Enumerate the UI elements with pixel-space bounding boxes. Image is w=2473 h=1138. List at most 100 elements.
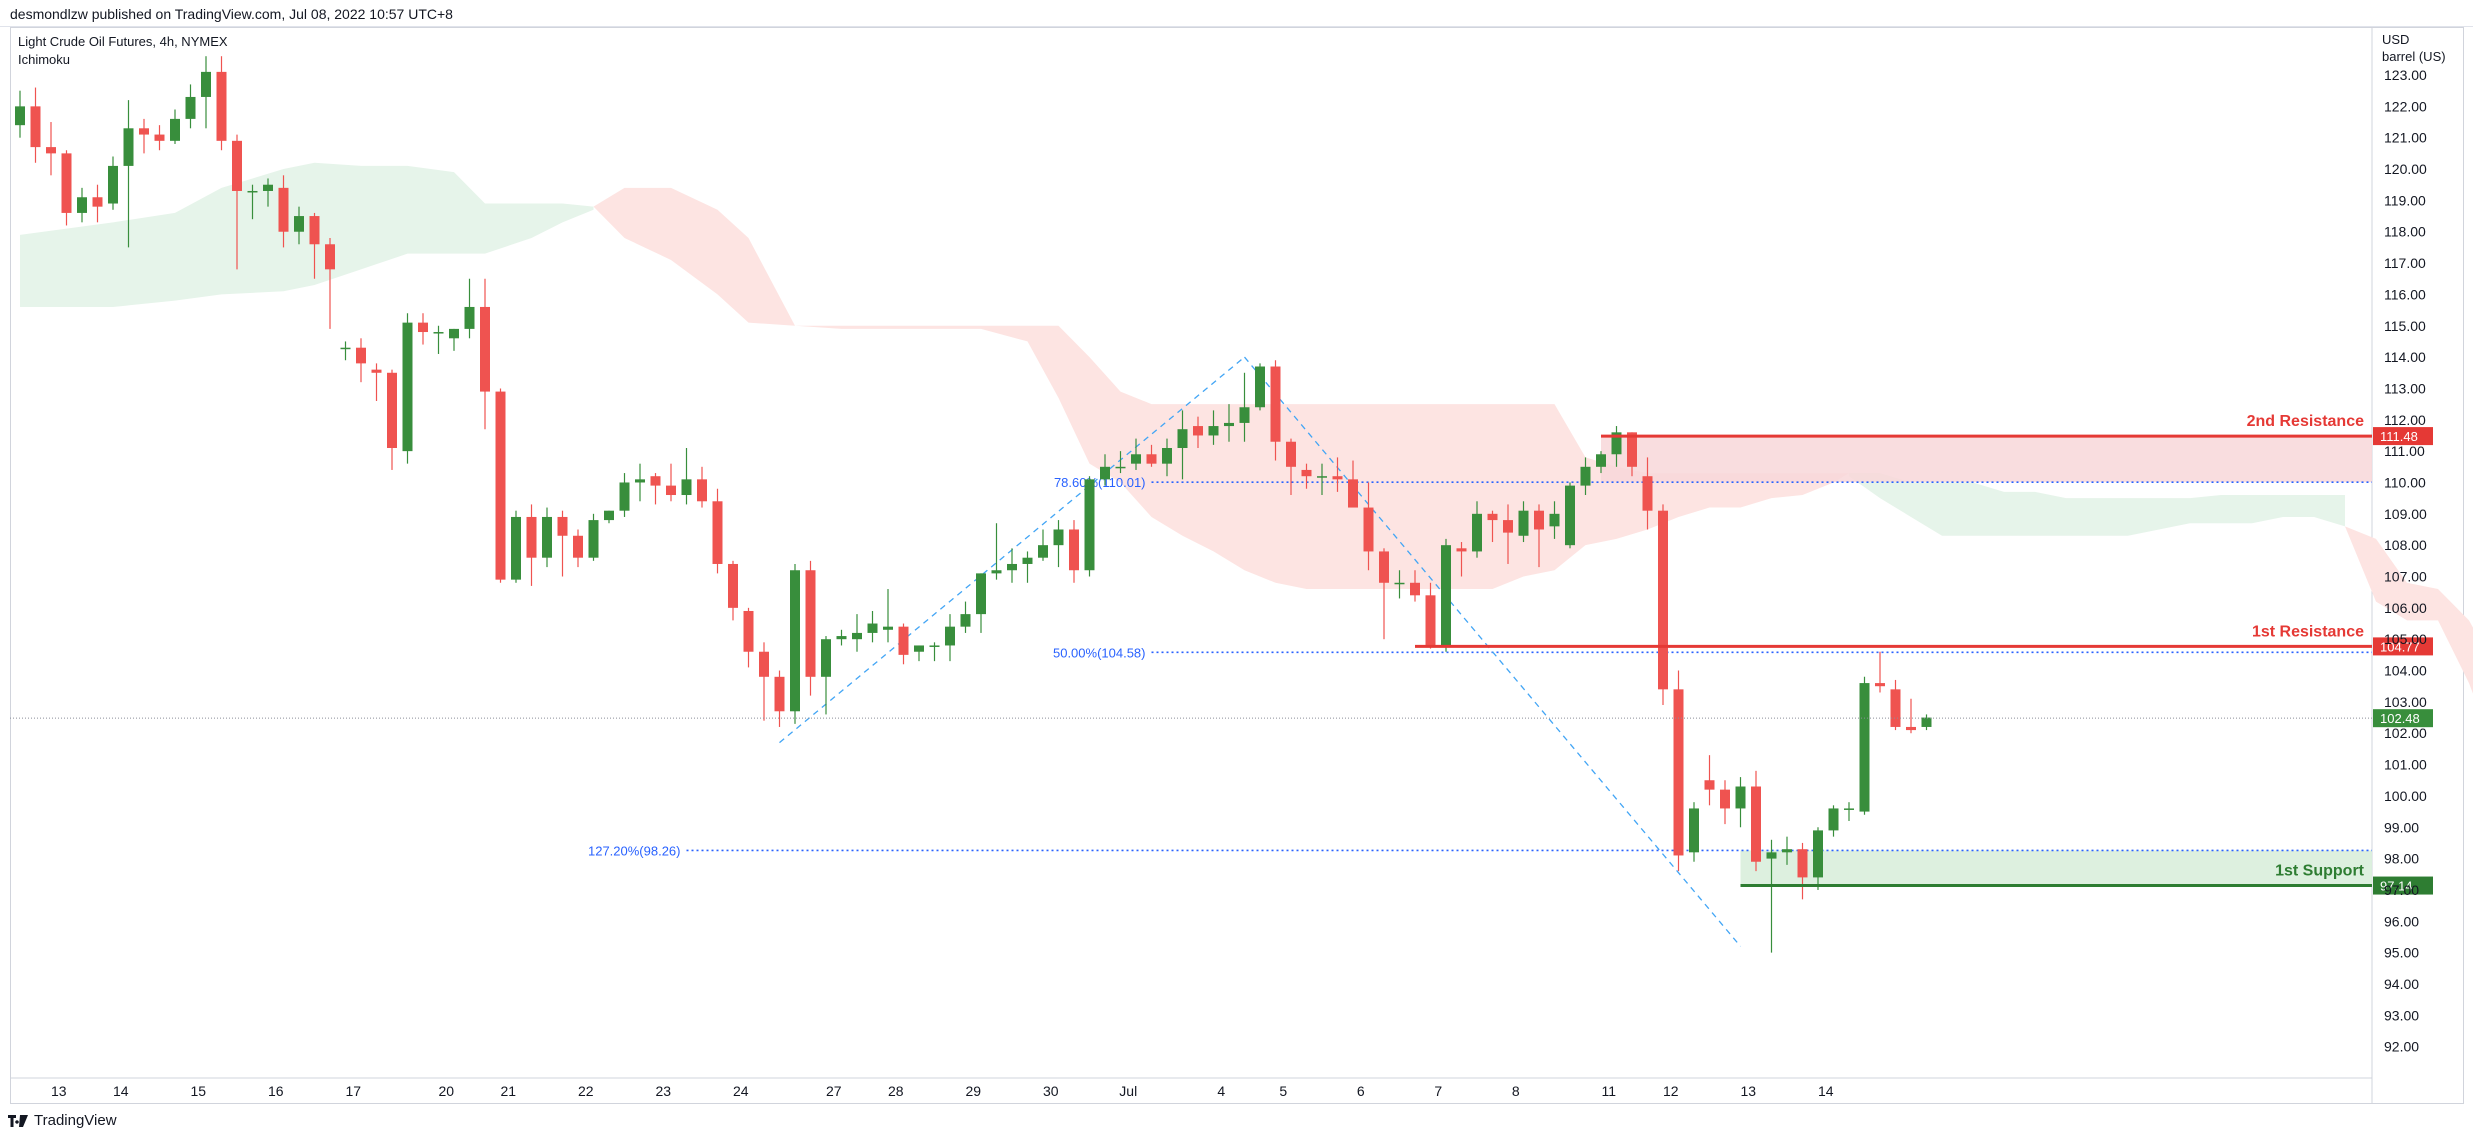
candle-body[interactable] <box>294 216 304 232</box>
candle-body[interactable] <box>356 347 366 364</box>
brand-name[interactable]: TradingView <box>34 1112 117 1129</box>
candle-body[interactable] <box>1565 485 1575 546</box>
candle-body[interactable] <box>108 165 118 204</box>
candle-body[interactable] <box>201 71 211 97</box>
candle-body[interactable] <box>449 328 459 339</box>
candle-body[interactable] <box>883 626 893 630</box>
candle-body[interactable] <box>712 501 723 564</box>
candle-body[interactable] <box>1720 789 1730 809</box>
candle-body[interactable] <box>1642 476 1653 511</box>
candle-body[interactable] <box>1007 563 1017 571</box>
candle-body[interactable] <box>170 118 180 141</box>
candle-body[interactable] <box>1658 510 1668 690</box>
candle-body[interactable] <box>15 106 25 126</box>
candle-body[interactable] <box>30 106 41 148</box>
candle-body[interactable] <box>185 96 196 119</box>
candle-body[interactable] <box>1503 520 1513 533</box>
candle-body[interactable] <box>371 369 382 373</box>
candle-body[interactable] <box>1766 852 1777 859</box>
candle-body[interactable] <box>1673 689 1684 856</box>
indicator-label[interactable]: Ichimoku <box>18 52 71 67</box>
candle-body[interactable] <box>1828 808 1839 831</box>
candle-body[interactable] <box>867 623 878 633</box>
candle-body[interactable] <box>588 520 599 558</box>
candle-body[interactable] <box>216 71 227 141</box>
candle-body[interactable] <box>557 516 568 536</box>
candle-body[interactable] <box>1131 454 1141 464</box>
candle-body[interactable] <box>1472 513 1482 552</box>
candle-body[interactable] <box>1627 432 1637 467</box>
candle-body[interactable] <box>1596 454 1606 467</box>
candle-body[interactable] <box>1425 595 1436 646</box>
candle-body[interactable] <box>1100 466 1110 480</box>
candle-body[interactable] <box>619 482 630 511</box>
candle-body[interactable] <box>1611 432 1622 455</box>
candle-body[interactable] <box>836 636 847 640</box>
candle-body[interactable] <box>309 216 320 245</box>
candle-body[interactable] <box>92 197 103 207</box>
candle-body[interactable] <box>774 676 785 712</box>
candle-body[interactable] <box>666 485 676 496</box>
candle-body[interactable] <box>1875 683 1885 687</box>
candle-body[interactable] <box>1844 808 1854 810</box>
candle-body[interactable] <box>821 639 831 677</box>
candle-body[interactable] <box>1069 529 1079 571</box>
candle-body[interactable] <box>1906 726 1916 731</box>
candle-body[interactable] <box>728 563 738 608</box>
candle-body[interactable] <box>805 570 816 677</box>
candle-body[interactable] <box>743 610 754 652</box>
candle-body[interactable] <box>1456 548 1467 552</box>
candle-body[interactable] <box>852 632 862 640</box>
candle-body[interactable] <box>123 128 134 166</box>
candle-body[interactable] <box>1270 366 1281 442</box>
candle-body[interactable] <box>1580 466 1591 486</box>
candle-body[interactable] <box>495 391 506 580</box>
candle-body[interactable] <box>433 332 444 334</box>
candle-body[interactable] <box>898 626 909 655</box>
candle-body[interactable] <box>697 479 707 502</box>
candle-body[interactable] <box>1363 507 1374 552</box>
candle-body[interactable] <box>480 306 490 392</box>
candle-body[interactable] <box>418 322 428 333</box>
candle-body[interactable] <box>1410 582 1420 596</box>
candle-body[interactable] <box>759 651 769 677</box>
fib-trendline[interactable] <box>1244 356 1741 947</box>
candle-body[interactable] <box>511 516 521 580</box>
candle-body[interactable] <box>1084 479 1095 571</box>
candle-body[interactable] <box>960 614 971 627</box>
candle-body[interactable] <box>1394 582 1405 585</box>
candle-body[interactable] <box>573 535 583 558</box>
candle-body[interactable] <box>1177 429 1188 448</box>
candle-body[interactable] <box>1751 786 1761 862</box>
candle-body[interactable] <box>604 510 614 521</box>
candle-body[interactable] <box>1379 551 1389 583</box>
candle-body[interactable] <box>1813 830 1823 878</box>
candle-body[interactable] <box>914 645 924 652</box>
candle-body[interactable] <box>247 190 258 193</box>
candle-body[interactable] <box>1921 717 1932 727</box>
candle-body[interactable] <box>1317 476 1327 478</box>
candle-body[interactable] <box>1286 441 1296 467</box>
candle-body[interactable] <box>976 573 986 615</box>
candle-body[interactable] <box>402 322 413 452</box>
candle-body[interactable] <box>1797 849 1808 878</box>
candle-body[interactable] <box>1224 422 1234 427</box>
candle-body[interactable] <box>1146 454 1157 464</box>
candle-body[interactable] <box>1255 366 1265 408</box>
candle-body[interactable] <box>991 570 1002 574</box>
chart-frame[interactable] <box>10 27 2464 1104</box>
candle-body[interactable] <box>1239 407 1250 423</box>
candle-body[interactable] <box>139 128 149 135</box>
candle-body[interactable] <box>154 134 165 141</box>
candle-body[interactable] <box>61 153 72 213</box>
candle-body[interactable] <box>542 516 552 558</box>
candle-body[interactable] <box>1301 469 1312 477</box>
candle-body[interactable] <box>464 306 475 329</box>
candle-body[interactable] <box>1208 426 1219 436</box>
candle-body[interactable] <box>681 479 692 496</box>
candle-body[interactable] <box>325 244 335 270</box>
candle-body[interactable] <box>46 147 56 154</box>
candle-body[interactable] <box>929 645 940 647</box>
candle-body[interactable] <box>1534 510 1544 530</box>
